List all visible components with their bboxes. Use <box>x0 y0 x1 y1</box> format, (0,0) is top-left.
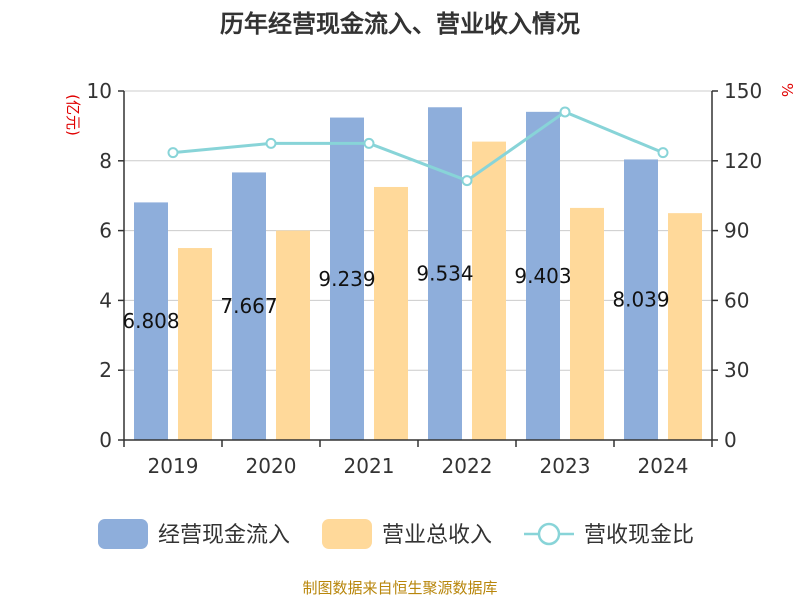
gridlines <box>124 90 712 371</box>
left-axis-tick-label: 0 <box>99 428 112 452</box>
bar-cash-inflow <box>134 202 168 440</box>
legend-swatch <box>98 519 148 549</box>
legend-revenue: 营业总收入 <box>322 519 492 549</box>
right-axis-tick-label: 150 <box>724 79 762 103</box>
legend-label: 营收现金比 <box>584 523 694 548</box>
right-axis-tick-label: 120 <box>724 149 762 173</box>
bar-revenue <box>668 213 702 440</box>
bar-value-label: 6.808 <box>122 309 179 333</box>
legend-cash-inflow: 经营现金流入 <box>98 519 290 549</box>
bar-cash-inflow <box>330 117 364 440</box>
chart-title: 历年经营现金流入、营业收入情况 <box>220 10 580 38</box>
axes: 0 2 4 6 8 10 0 30 60 90 120 150 2019 2020 2021 2022 2023… <box>87 79 763 478</box>
x-axis-tick-label: 2024 <box>638 454 689 478</box>
ratio-point <box>265 137 277 149</box>
line-series <box>167 106 669 187</box>
ratio-point <box>559 106 571 118</box>
legend-label: 经营现金流入 <box>158 523 290 548</box>
ratio-line <box>172 110 664 183</box>
left-axis-unit: (亿元) <box>64 94 82 136</box>
bar-value-label: 9.403 <box>514 264 571 288</box>
right-axis-tick-label: 60 <box>724 288 749 312</box>
data-labels: 6.808 7.667 9.239 9.534 9.403 8.039 <box>122 262 669 334</box>
legend-label: 营业总收入 <box>382 523 492 548</box>
bar-revenue <box>178 248 212 440</box>
x-axis-tick-label: 2023 <box>540 454 591 478</box>
right-axis-tick-label: 0 <box>724 428 737 452</box>
right-axis-tick-label: 90 <box>724 219 749 243</box>
ratio-point <box>657 147 669 159</box>
bar-value-label: 8.039 <box>612 288 669 312</box>
ratio-point <box>461 175 473 187</box>
x-axis-tick-label: 2019 <box>148 454 199 478</box>
left-axis-tick-label: 10 <box>87 79 112 103</box>
x-axis-tick-label: 2021 <box>344 454 395 478</box>
legend-swatch <box>322 519 372 549</box>
bar-cash-inflow <box>624 159 658 440</box>
x-axis-tick-label: 2020 <box>246 454 297 478</box>
source-note: 制图数据来自恒生聚源数据库 <box>302 579 497 597</box>
left-axis-tick-label: 4 <box>99 288 112 312</box>
bar-value-label: 9.534 <box>416 262 473 286</box>
legend-marker <box>537 522 561 546</box>
bar-revenue <box>374 186 408 440</box>
x-axis-tick-label: 2022 <box>442 454 493 478</box>
bar-value-label: 9.239 <box>318 267 375 291</box>
bar-cash-inflow <box>232 172 266 441</box>
bar-cash-inflow <box>526 111 560 440</box>
right-axis-unit: % <box>778 83 796 97</box>
bar-cash-inflow <box>428 107 462 440</box>
right-axis-tick-label: 30 <box>724 358 749 382</box>
ratio-point <box>363 137 375 149</box>
left-axis-tick-label: 6 <box>99 219 112 243</box>
legend-ratio: 营收现金比 <box>524 522 694 548</box>
legend: 经营现金流入 营业总收入 营收现金比 <box>98 519 694 549</box>
left-axis-tick-label: 2 <box>99 358 112 382</box>
bar-revenue <box>570 207 604 440</box>
bar-value-label: 7.667 <box>220 294 277 318</box>
ratio-point <box>167 147 179 159</box>
bar-revenue <box>472 141 506 441</box>
bar-revenue <box>276 230 310 440</box>
left-axis-tick-label: 8 <box>99 149 112 173</box>
bar-series <box>134 107 702 441</box>
